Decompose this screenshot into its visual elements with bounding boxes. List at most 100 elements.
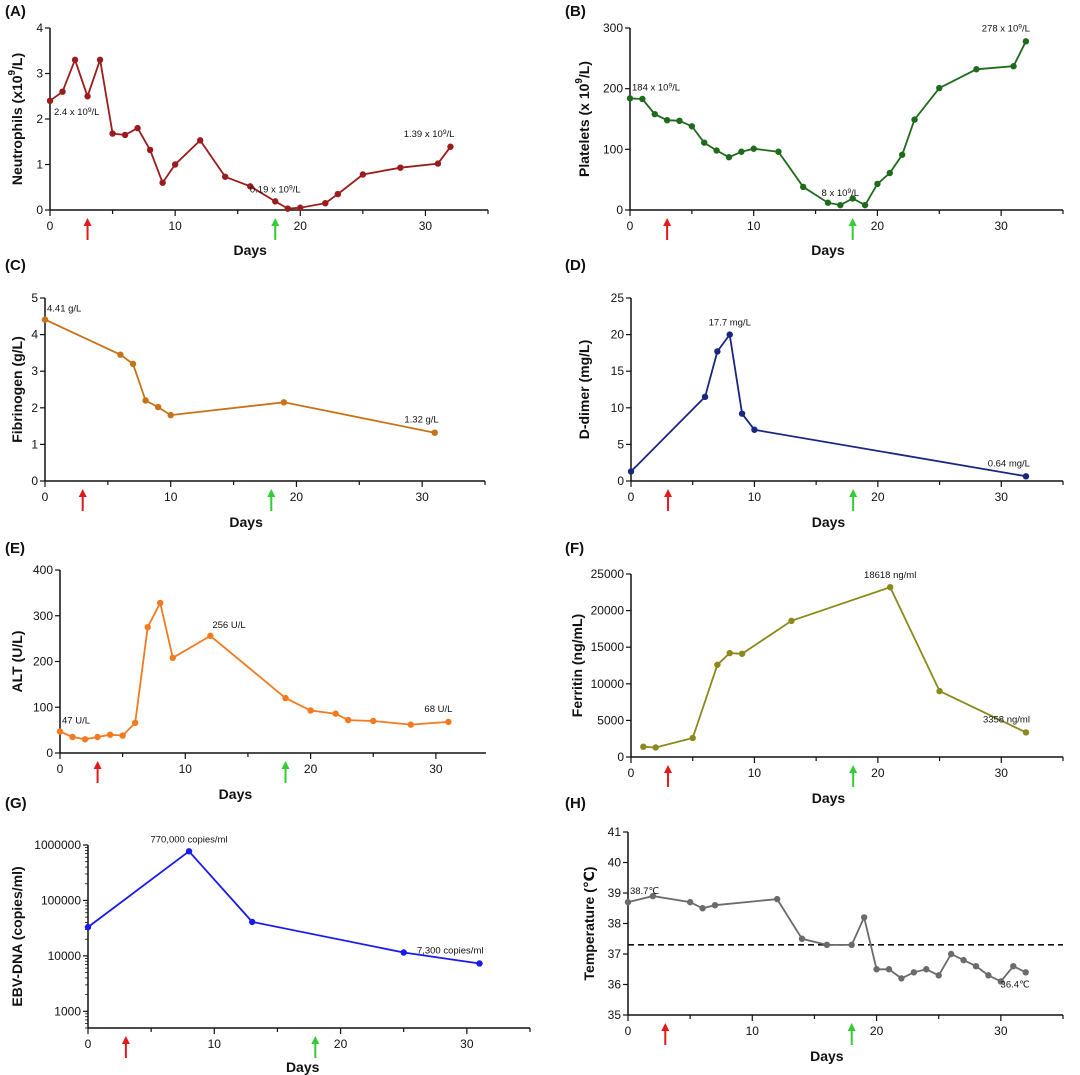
x-tick-label: 0	[47, 219, 54, 233]
data-point	[169, 654, 176, 662]
data-label: 256 U/L	[212, 620, 245, 631]
y-tick-label: 200	[603, 82, 623, 96]
y-axis-label: Temperature (℃)	[581, 867, 597, 981]
data-point	[282, 694, 289, 702]
data-label: 18618 ng/ml	[864, 570, 916, 581]
data-point	[726, 649, 733, 657]
x-tick-label: 20	[304, 762, 318, 776]
y-tick-label: 1	[31, 437, 38, 451]
data-point	[773, 895, 781, 903]
panel-label: (D)	[565, 257, 586, 274]
data-point	[885, 966, 893, 973]
data-point	[849, 195, 856, 202]
data-point	[726, 331, 733, 338]
x-tick-label: 30	[415, 490, 429, 504]
data-point	[117, 351, 124, 358]
panel-c: (C) 0 1 2 3 4 5 0 10 20 30 Fibrinogen (g/L) Days 4.41…	[5, 257, 486, 530]
arrow-icon	[849, 489, 858, 497]
arrow-icon	[281, 761, 290, 769]
data-point	[359, 171, 367, 178]
data-point	[798, 935, 806, 942]
data-point	[738, 410, 746, 417]
x-tick-label: 10	[748, 490, 762, 504]
y-tick-label: 15000	[591, 640, 625, 654]
data-point	[725, 154, 733, 161]
data-point	[652, 744, 659, 751]
x-axis-label: Days	[811, 242, 845, 258]
data-point	[985, 972, 992, 979]
data-point	[911, 116, 918, 123]
x-tick-label: 0	[628, 490, 635, 504]
y-tick-label: 38	[608, 917, 622, 931]
arrow-icon	[311, 1036, 320, 1044]
x-tick-label: 20	[871, 490, 885, 504]
x-tick-label: 10	[179, 762, 193, 776]
arrow-icon	[271, 218, 280, 226]
data-point	[947, 950, 955, 958]
data-point	[713, 147, 720, 154]
y-tick-label: 3	[31, 364, 38, 378]
panel-label: (B)	[565, 3, 586, 20]
y-tick-label: 400	[33, 563, 53, 577]
series-line	[44, 318, 435, 434]
panel-label: (G)	[5, 795, 27, 812]
x-tick-label: 0	[42, 490, 49, 504]
data-point	[94, 733, 101, 741]
arrow-icon	[664, 489, 673, 497]
data-point	[738, 148, 745, 155]
x-axis-label: Days	[812, 790, 846, 806]
y-tick-label: 3	[36, 67, 43, 81]
data-point	[445, 718, 452, 726]
data-point	[861, 201, 869, 209]
data-point	[676, 117, 683, 125]
y-axis-label: Neutrophils (x109/L)	[7, 53, 25, 185]
y-tick-label: 40	[608, 856, 622, 870]
data-point	[750, 145, 757, 152]
data-point	[887, 583, 894, 591]
y-axis-label: EBV-DNA (copies/ml)	[9, 866, 25, 1006]
data-point	[1022, 969, 1029, 976]
y-tick-label: 5	[31, 291, 38, 305]
y-tick-label: 1000000	[34, 838, 81, 852]
y-tick-label: 25	[611, 291, 625, 305]
series-line	[630, 332, 1027, 478]
data-point	[397, 164, 404, 171]
data-point	[686, 898, 694, 906]
series-line	[627, 895, 1027, 983]
data-point	[960, 956, 967, 964]
x-tick-label: 10	[208, 1037, 222, 1051]
y-tick-label: 10000	[591, 677, 625, 691]
data-point	[222, 173, 229, 180]
data-point	[873, 966, 880, 973]
data-label: 47 U/L	[62, 715, 90, 726]
y-tick-label: 100000	[41, 893, 81, 907]
x-tick-label: 20	[334, 1037, 348, 1051]
data-point	[157, 599, 164, 607]
panel-e: (E) 0 100 200 300 400 0 10 20 30 ALT (U/L) Days 47 U…	[5, 540, 486, 802]
data-point	[159, 179, 166, 186]
data-point	[714, 661, 721, 668]
data-point	[898, 975, 905, 982]
data-point	[247, 183, 254, 190]
panel-a: (A) 0 1 2 3 4 0 10 20 30 Neutrophils (x109/L) Days 2…	[5, 3, 489, 258]
data-label: 4.41 g/L	[47, 304, 81, 315]
data-point	[923, 966, 930, 973]
data-point	[434, 160, 442, 167]
data-point	[936, 687, 943, 695]
data-point	[823, 941, 831, 949]
panel-d: (D) 0 5 10 15 20 25 0 10 20 30 D-dimer (mg/L) Days 17…	[565, 257, 1064, 530]
data-label: 1.39 x 109/L	[404, 128, 455, 140]
y-tick-label: 35	[608, 1008, 622, 1022]
data-point	[1022, 38, 1030, 45]
data-point	[56, 728, 64, 735]
data-point	[751, 426, 758, 433]
data-point	[701, 393, 709, 401]
panel-label: (A)	[5, 3, 26, 20]
data-label: 770,000 copies/ml	[150, 834, 227, 845]
y-tick-label: 100	[33, 700, 53, 714]
data-point	[714, 348, 721, 355]
data-point	[297, 204, 304, 211]
data-label: 184 x 109/L	[632, 82, 680, 94]
data-point	[154, 403, 162, 411]
